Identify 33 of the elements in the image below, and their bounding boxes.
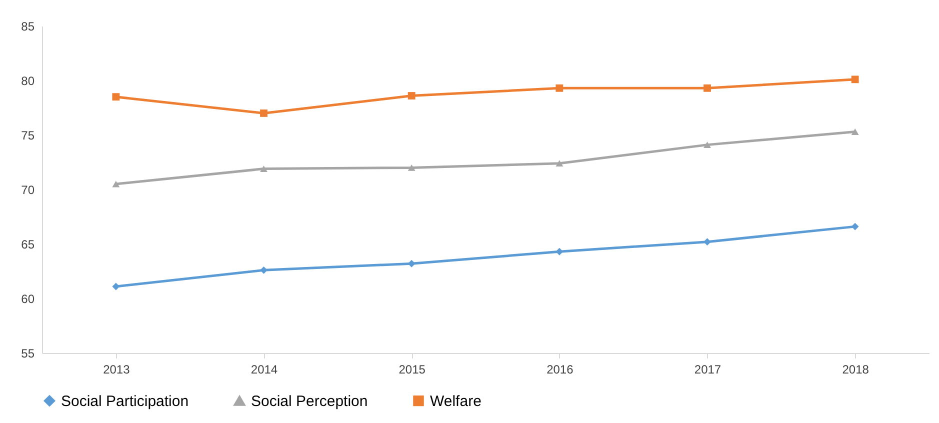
- point: [704, 142, 711, 148]
- point: [408, 164, 416, 171]
- y-tick-label: 70: [21, 183, 35, 197]
- x-tick-label: 2014: [250, 362, 278, 376]
- point: [112, 282, 120, 290]
- y-tick-label: 85: [21, 20, 35, 34]
- point: [112, 93, 120, 101]
- point: [851, 76, 859, 84]
- legend-label: Social Perception: [251, 393, 368, 410]
- y-tick-label: 65: [21, 238, 35, 252]
- x-tick-label: 2015: [398, 362, 426, 376]
- point: [260, 109, 268, 117]
- point: [704, 84, 711, 92]
- point: [408, 92, 416, 100]
- point: [556, 248, 564, 256]
- point: [556, 84, 564, 92]
- y-tick-label: 75: [21, 128, 35, 142]
- point: [704, 238, 711, 246]
- x-tick-label: 2017: [694, 362, 722, 376]
- y-tick-label: 60: [21, 292, 35, 306]
- x-tick-label: 2016: [546, 362, 574, 376]
- point: [260, 266, 268, 274]
- y-tick-label: 80: [21, 74, 35, 88]
- point: [556, 160, 564, 167]
- legend-label: Social Participation: [61, 392, 189, 410]
- point: [260, 166, 268, 172]
- x-tick-label: 2013: [103, 362, 130, 376]
- point: [112, 180, 120, 188]
- point: [851, 222, 859, 230]
- point: [851, 128, 859, 135]
- legend-label: Welfare: [430, 392, 482, 410]
- y-tick-label: 55: [21, 346, 35, 360]
- x-tick-label: 2018: [842, 362, 870, 376]
